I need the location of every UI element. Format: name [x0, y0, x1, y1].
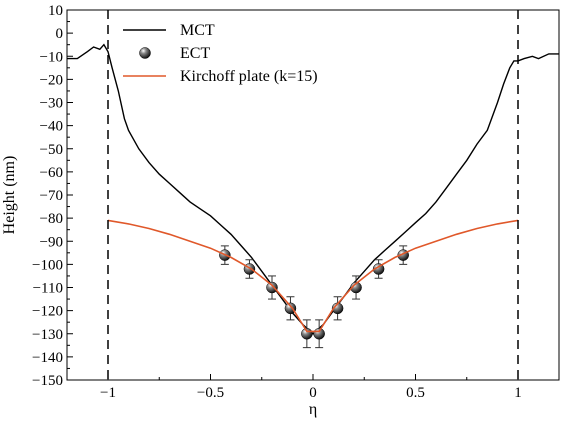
reference-lines [107, 10, 519, 380]
legend: MCT ECT Kirchoff plate (k=15) [123, 22, 318, 85]
data-point [266, 281, 278, 294]
x-axis-label: η [309, 401, 317, 418]
y-tick-label: −20 [40, 72, 63, 88]
y-tick-label: 10 [48, 3, 63, 19]
y-tick-label: −10 [40, 49, 63, 65]
y-tick-label: 0 [56, 26, 64, 42]
y-tick-label: −120 [32, 304, 63, 320]
y-tick-label: −90 [40, 234, 63, 250]
x-tick-label: −1 [100, 385, 116, 401]
data-point [350, 281, 362, 294]
y-tick-label: −50 [40, 142, 63, 158]
y-tick-label: −150 [32, 373, 63, 389]
data-point [284, 302, 297, 315]
y-tick-label: −100 [32, 257, 63, 273]
y-tick-label: −80 [40, 211, 63, 227]
y-tick-label: −40 [40, 119, 63, 135]
legend-label: Kirchoff plate (k=15) [180, 68, 318, 85]
legend-label: ECT [180, 45, 210, 62]
x-tick-label: −0.5 [197, 385, 224, 401]
y-axis-label: Height (nm) [1, 156, 18, 235]
x-tick-label: 1 [514, 385, 522, 401]
x-tick-label: 0.5 [406, 385, 425, 401]
y-tick-label: −130 [32, 327, 63, 343]
y-tick-label: −70 [40, 188, 63, 204]
y-tick-label: −140 [32, 350, 63, 366]
legend-swatch [139, 47, 151, 59]
series-line [107, 219, 519, 333]
data-point [313, 328, 325, 340]
axes: 100−10−20−30−40−50−60−70−80−90−100−110−1… [32, 3, 522, 401]
x-tick-label: 0 [309, 385, 317, 401]
y-tick-label: −60 [40, 165, 63, 181]
y-tick-label: −30 [40, 96, 63, 112]
y-tick-label: −110 [33, 281, 63, 297]
data-point [372, 263, 385, 275]
legend-label: MCT [180, 22, 215, 39]
series-layer [67, 43, 559, 349]
series-kirchoff-plate-k-15 [107, 219, 519, 333]
